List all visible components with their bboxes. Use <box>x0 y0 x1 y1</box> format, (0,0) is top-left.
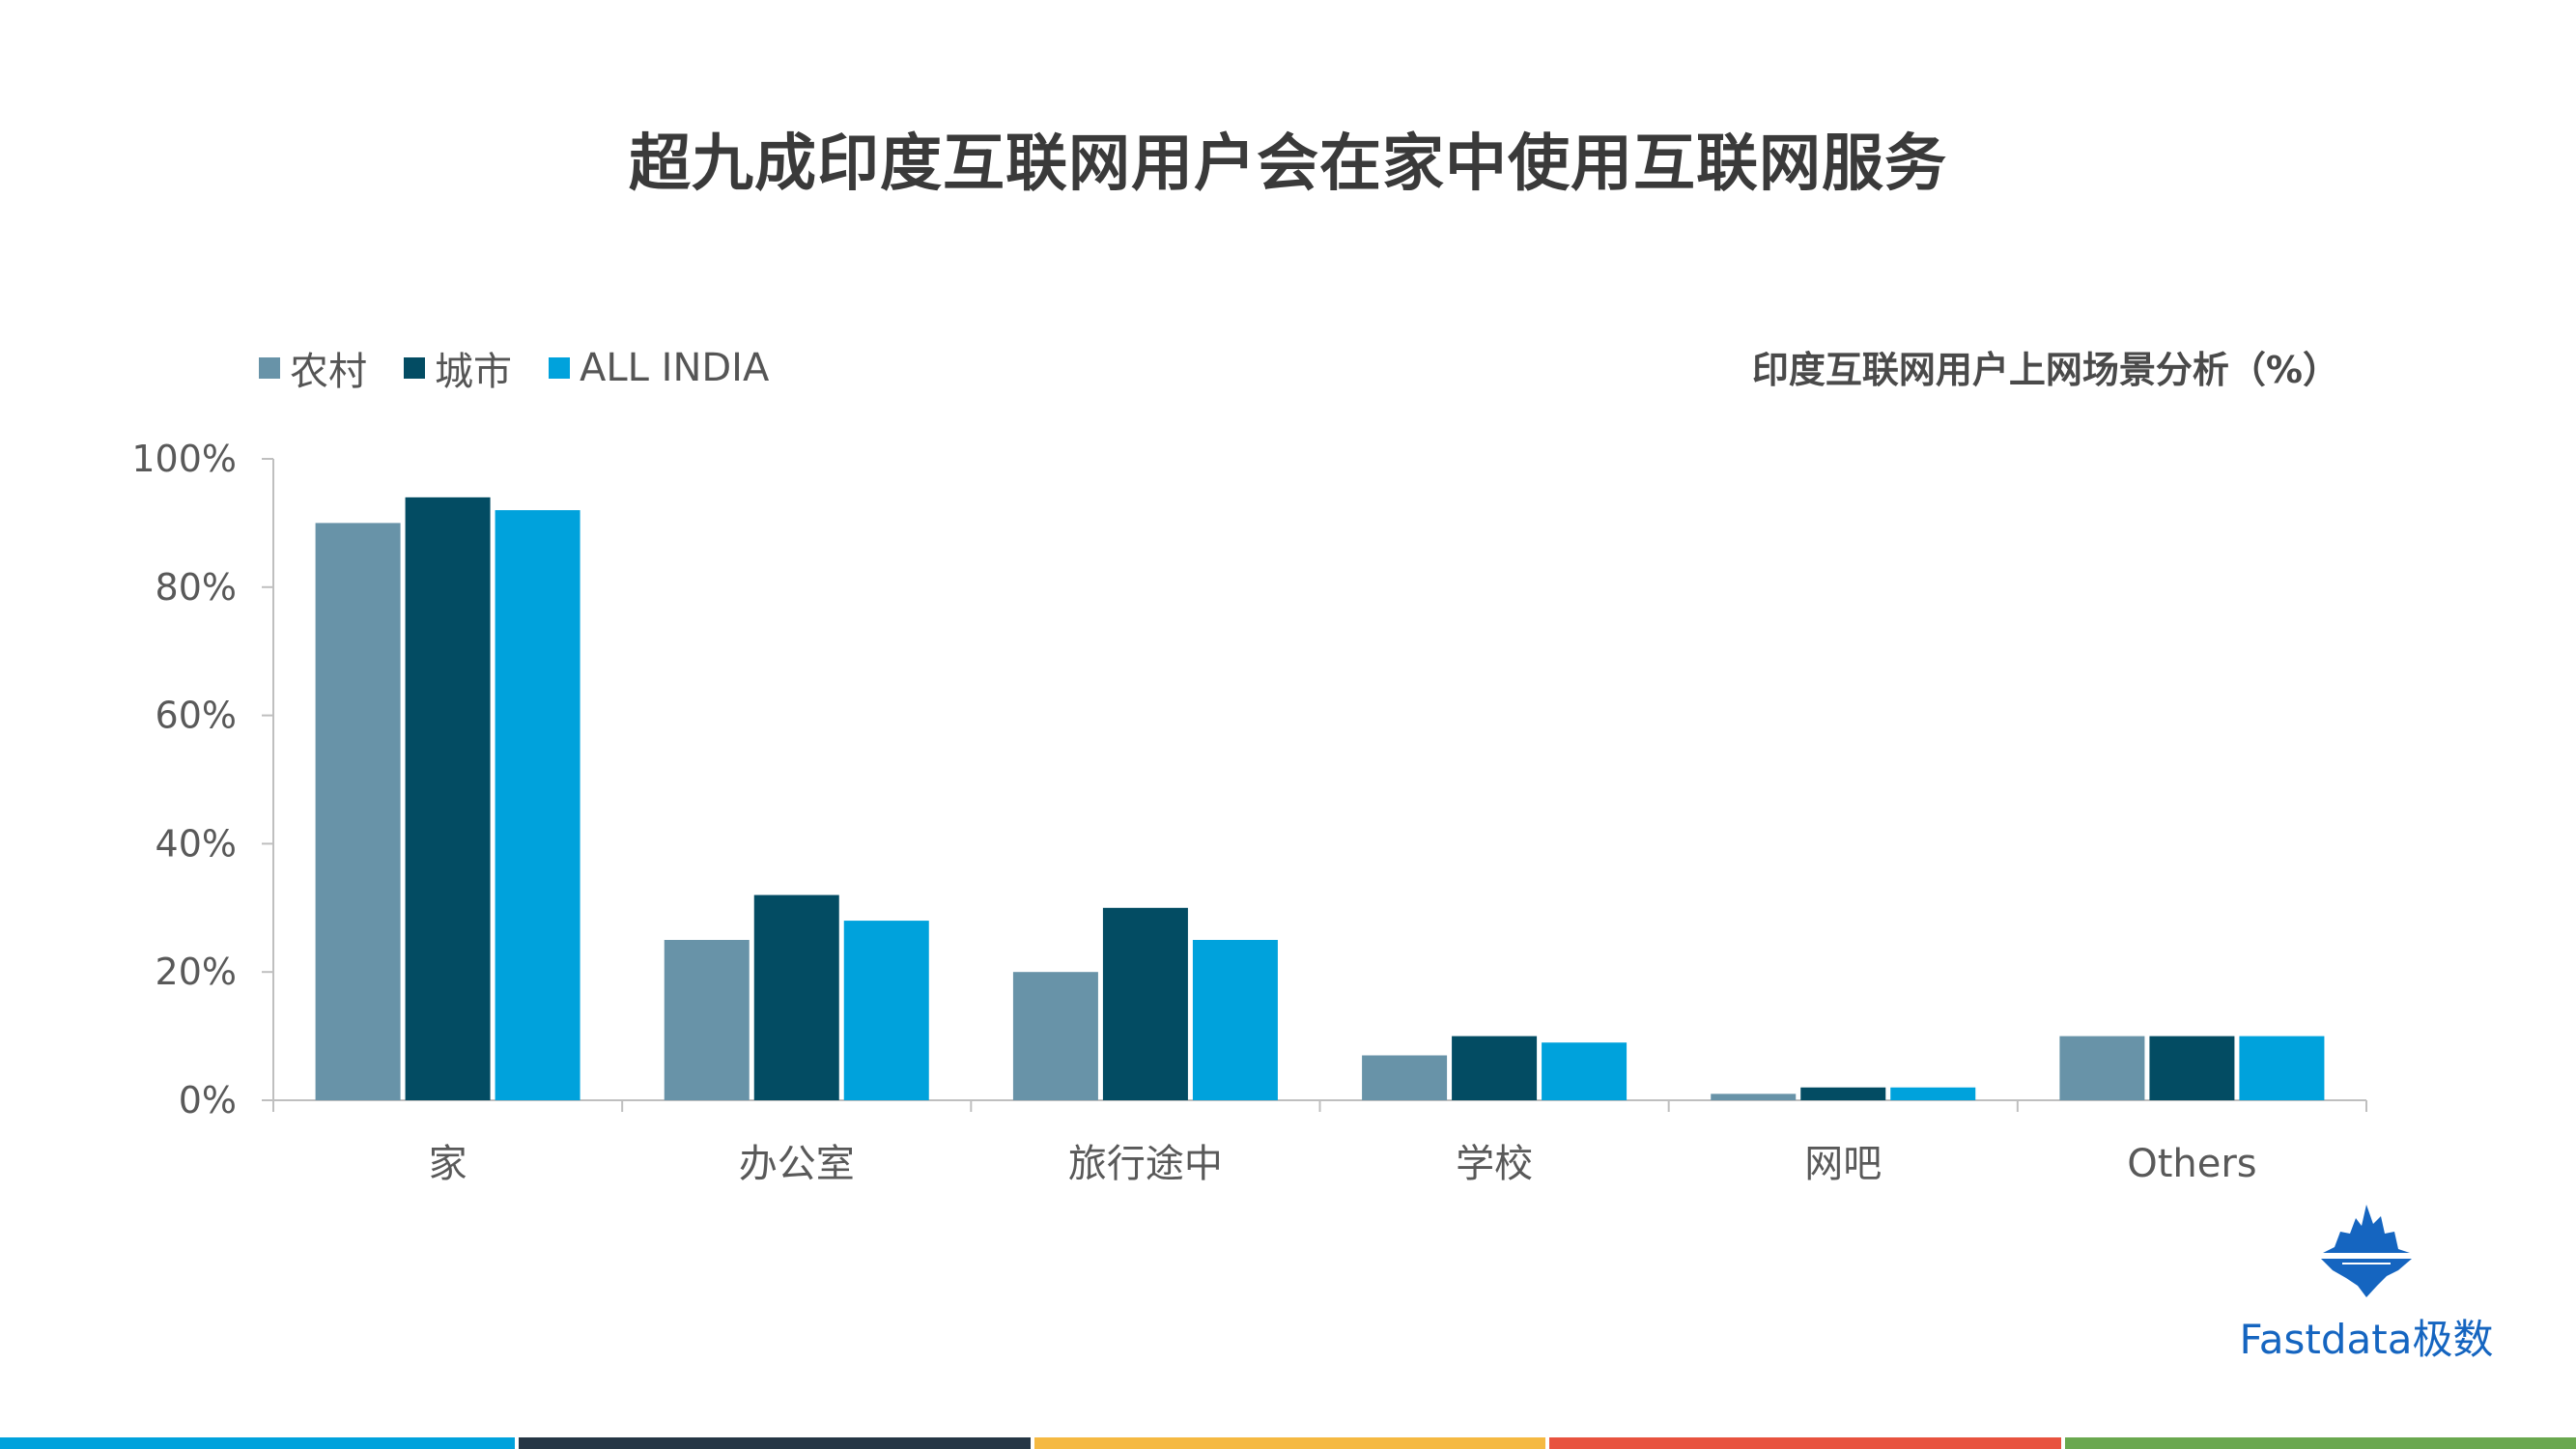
footer-color-bar <box>519 1437 1031 1449</box>
x-category-label: 办公室 <box>739 1142 855 1186</box>
legend-label-all-india: ALL INDIA <box>580 346 770 390</box>
bar <box>664 940 750 1100</box>
x-category-label: 网吧 <box>1804 1142 1882 1186</box>
legend-label-rural: 农村 <box>290 350 367 394</box>
chart-legend: 农村 城市 ALL INDIA <box>259 340 806 396</box>
bar <box>1452 1036 1538 1100</box>
legend-item-rural: 农村 <box>259 340 367 396</box>
y-tick-label: 0% <box>179 1079 237 1122</box>
footer-color-bars <box>0 1437 2576 1449</box>
bar <box>1362 1055 1448 1100</box>
bar <box>2239 1036 2325 1100</box>
bar <box>405 497 491 1100</box>
bar <box>1102 907 1188 1100</box>
legend-label-urban: 城市 <box>435 350 512 394</box>
x-category-label: 学校 <box>1456 1142 1533 1186</box>
x-category-label: 旅行途中 <box>1068 1142 1223 1186</box>
y-tick-label: 80% <box>156 566 237 609</box>
bar <box>1542 1042 1628 1100</box>
legend-swatch-urban <box>404 357 425 379</box>
chart-subtitle: 印度互联网用户上网场景分析（%） <box>1751 349 2339 391</box>
y-tick-label: 60% <box>156 695 237 737</box>
y-tick-label: 20% <box>156 951 237 993</box>
page-title: 超九成印度互联网用户会在家中使用互联网服务 <box>629 128 1947 200</box>
bar <box>315 523 401 1100</box>
x-category-label: Others <box>2127 1142 2256 1186</box>
fastdata-logo: Fastdata极数 <box>2222 1203 2511 1366</box>
y-tick-label: 100% <box>131 438 237 480</box>
bar <box>843 921 929 1100</box>
legend-item-urban: 城市 <box>404 340 512 396</box>
bar <box>1890 1087 1976 1100</box>
iceberg-icon <box>2321 1205 2412 1297</box>
bar <box>2059 1036 2145 1100</box>
footer-color-bar <box>1549 1437 2061 1449</box>
bar <box>753 895 839 1100</box>
footer-color-bar <box>0 1437 516 1449</box>
bar <box>1800 1087 1886 1100</box>
bar <box>1192 940 1278 1100</box>
bar <box>495 510 580 1100</box>
footer-color-bar <box>1033 1437 1546 1449</box>
bar <box>1711 1094 1797 1100</box>
legend-item-all-india: ALL INDIA <box>549 346 769 390</box>
bar-chart: 0% 20% 40% 60% 80% 100% 家 办公室 旅行途中 学校 网吧 Others <box>131 438 2367 1186</box>
y-tick-label: 40% <box>156 822 237 865</box>
legend-swatch-rural <box>259 357 280 379</box>
bar <box>1012 972 1098 1100</box>
legend-swatch-all-india <box>549 357 570 379</box>
x-category-label: 家 <box>429 1142 467 1186</box>
footer-color-bar <box>2064 1437 2576 1449</box>
logo-text: Fastdata极数 <box>2239 1316 2494 1363</box>
bar <box>2149 1036 2235 1100</box>
